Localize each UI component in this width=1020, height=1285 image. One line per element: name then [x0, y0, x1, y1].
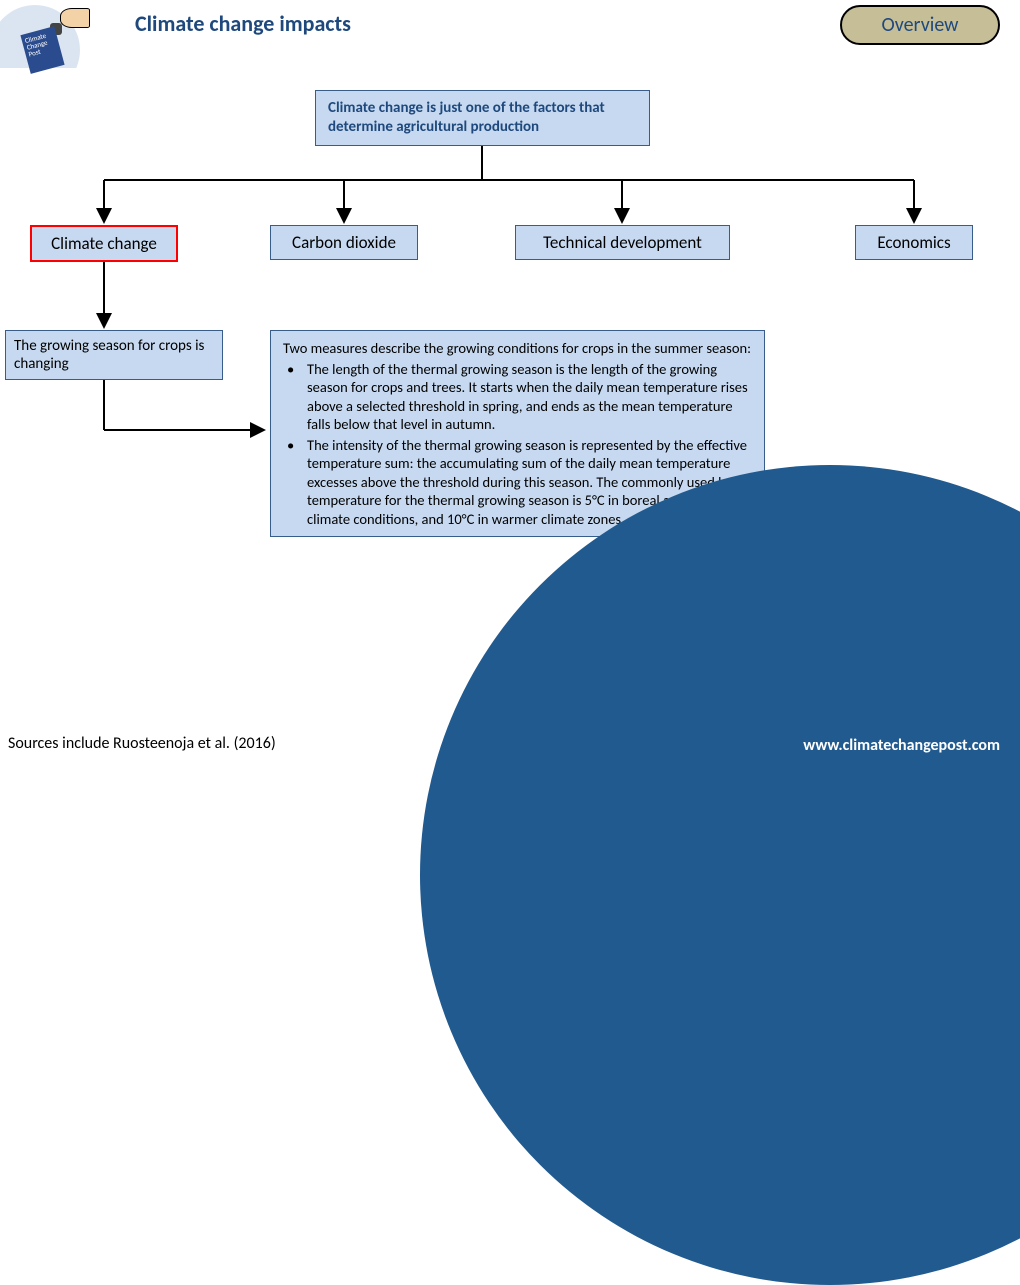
node-carbon-dioxide: Carbon dioxide	[270, 225, 418, 260]
top-node: Climate change is just one of the factor…	[315, 90, 650, 146]
footer-url: www.climatechangepost.com	[803, 736, 1000, 755]
node-climate-change: Climate change	[30, 225, 178, 262]
detail-intro: Two measures describe the growing condit…	[283, 339, 752, 358]
node-economics: Economics	[855, 225, 973, 260]
logo-hand-icon	[60, 8, 90, 28]
node-technical-dev: Technical development	[515, 225, 730, 260]
sub-node-growing-season: The growing season for crops is changing	[5, 330, 223, 380]
sources-citation: Sources include Ruosteenoja et al. (2016…	[8, 734, 276, 753]
logo: Climate Change Post	[10, 5, 110, 70]
corner-swoosh	[420, 465, 1020, 1285]
overview-badge: Overview	[840, 5, 1000, 45]
page-title: Climate change impacts	[135, 10, 351, 37]
detail-bullet: The length of the thermal growing season…	[283, 360, 752, 434]
